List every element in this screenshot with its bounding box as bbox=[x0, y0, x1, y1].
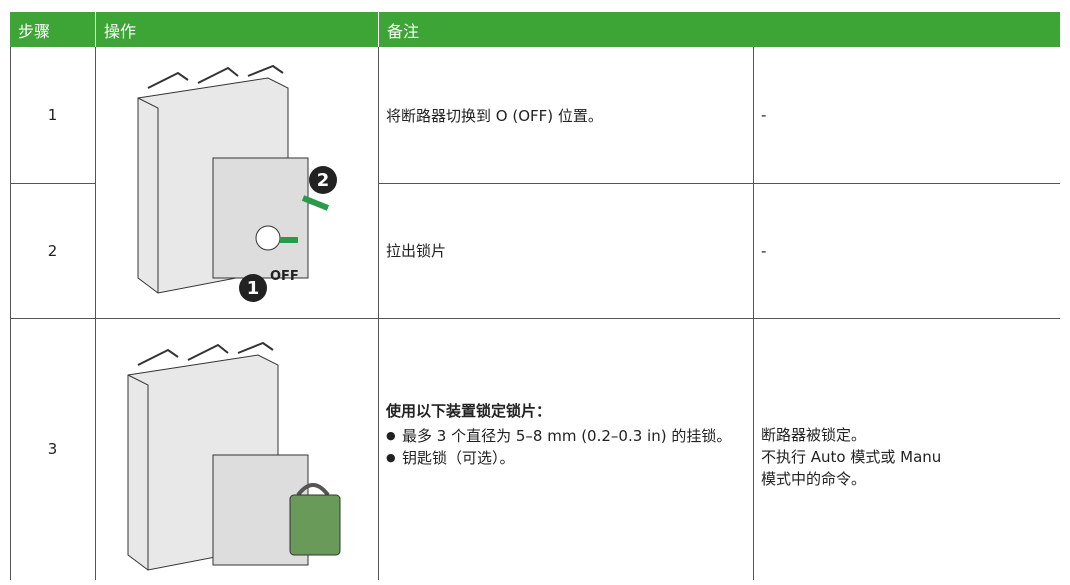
remark-block: 断路器被锁定。 不执行 Auto 模式或 Manu 模式中的命令。 bbox=[761, 424, 1051, 490]
note: 将断路器切换到 O (OFF) 位置。 bbox=[386, 106, 603, 125]
header-cell: 步骤 bbox=[10, 12, 95, 47]
border bbox=[95, 47, 96, 580]
step: 1 bbox=[47, 106, 58, 124]
note-list: 最多 3 个直径为 5–8 mm (0.2–0.3 in) 的挂锁。 钥匙锁（可… bbox=[386, 425, 748, 469]
step: 2 bbox=[47, 241, 58, 260]
remark-line: 不执行 Auto 模式或 Manu bbox=[761, 448, 942, 466]
border bbox=[10, 47, 11, 580]
header-cell: 备注 bbox=[379, 12, 1060, 47]
note-item: 钥匙锁（可选）。 bbox=[386, 447, 748, 469]
figure-label: 2 bbox=[317, 170, 330, 191]
note-item: 最多 3 个直径为 5–8 mm (0.2–0.3 in) 的挂锁。 bbox=[386, 425, 748, 447]
border bbox=[10, 318, 1060, 319]
note-title: 使用以下装置锁定锁片： bbox=[386, 402, 552, 420]
remark: - bbox=[761, 106, 767, 124]
border bbox=[753, 47, 754, 580]
border bbox=[378, 47, 379, 580]
remark-line: 断路器被锁定。 bbox=[761, 426, 867, 444]
step: 3 bbox=[47, 440, 58, 458]
remark-line: 模式中的命令。 bbox=[761, 470, 867, 488]
remark: - bbox=[761, 241, 767, 260]
figure-label: OFF bbox=[270, 269, 299, 284]
border bbox=[10, 183, 95, 184]
header-cell: 操作 bbox=[96, 12, 378, 47]
note-block: 使用以下装置锁定锁片： 最多 3 个直径为 5–8 mm (0.2–0.3 in… bbox=[386, 400, 748, 469]
breaker-illustration: 2 1 OFF bbox=[137, 64, 337, 302]
figure-label: 1 bbox=[247, 278, 260, 299]
border bbox=[378, 183, 1060, 184]
breaker-illustration bbox=[127, 341, 341, 571]
note: 拉出锁片 bbox=[386, 242, 447, 260]
